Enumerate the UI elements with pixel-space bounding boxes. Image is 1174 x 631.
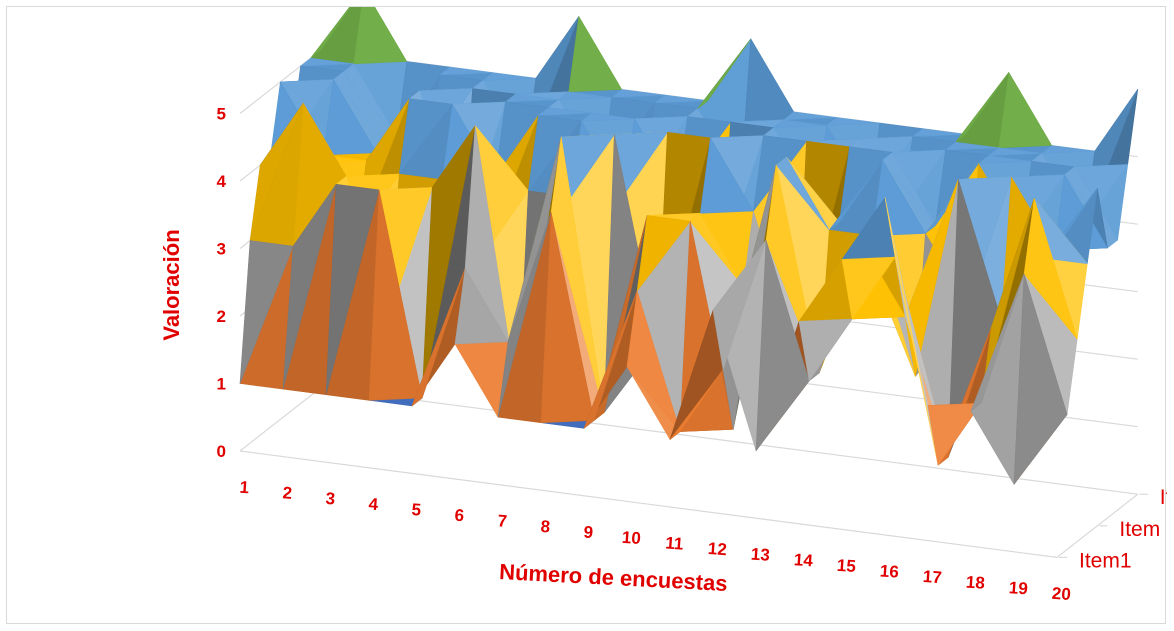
z-tick-label: 1 <box>217 375 226 394</box>
x-tick-label: 12 <box>707 539 727 559</box>
surface-facet <box>343 63 398 138</box>
surface-facet <box>699 137 754 214</box>
x-tick-label: 3 <box>325 489 336 509</box>
surface-facet <box>581 112 635 122</box>
surface-facet <box>882 152 936 226</box>
x-tick-label: 1 <box>239 478 250 498</box>
surface-facet <box>775 156 830 231</box>
surface-facet <box>912 128 967 137</box>
surface-facet <box>550 136 605 413</box>
surface-facet <box>300 57 355 67</box>
surface-facet <box>310 7 352 59</box>
z-tick-label: 4 <box>217 172 227 191</box>
y-axis-title: Valoración <box>159 229 184 340</box>
surface-facet <box>325 184 380 396</box>
surface-facet <box>540 212 595 424</box>
x-tick-label: 17 <box>922 567 942 587</box>
surface-facet <box>249 103 304 241</box>
surface-facet <box>583 290 638 429</box>
x-tick-label: 16 <box>879 561 899 581</box>
surface-facet <box>454 268 509 345</box>
z-tick-label: 0 <box>217 442 226 461</box>
surface-facet <box>323 79 377 156</box>
x-tick-label: 19 <box>1008 578 1028 598</box>
surface-facet <box>239 240 294 384</box>
surface-facet <box>884 197 939 466</box>
surface-facet <box>945 141 1000 151</box>
surface-facet <box>1013 273 1068 485</box>
surface-facet <box>411 268 466 407</box>
floor-edge <box>239 450 1139 559</box>
surface-plot <box>239 7 1139 485</box>
x-axis-title: Número de encuestas <box>499 559 729 596</box>
chart-frame: 0 1 2 3 4 5 1 2 3 4 5 6 7 8 9 10 11 12 13 14 15 16 17 18 19 20 Ite… <box>6 6 1167 624</box>
surface-facet <box>282 184 337 390</box>
surface-facet <box>505 93 559 103</box>
surface-facet <box>697 38 752 109</box>
surface-facet <box>497 212 552 418</box>
surface-facet <box>988 147 1042 156</box>
x-tick-label: 5 <box>411 500 422 520</box>
surface-facet <box>828 160 883 231</box>
depth-tick-label: Item 5 <box>1119 518 1167 541</box>
surface-facet <box>368 189 423 401</box>
surface-facet <box>927 402 982 466</box>
surface-facet <box>773 119 828 128</box>
surface-facet <box>636 215 691 292</box>
x-tick-label: 6 <box>454 506 465 526</box>
surface-facet <box>798 318 853 382</box>
surface-facet <box>626 290 681 432</box>
depth-tick-label: Item 9 <box>1160 486 1167 509</box>
surface-facet <box>482 72 537 81</box>
surface-facet <box>841 256 896 320</box>
x-tick-label: 20 <box>1051 584 1071 604</box>
surface-facet <box>558 91 613 100</box>
surface-facet <box>398 98 453 175</box>
x-tick-label: 15 <box>836 556 856 576</box>
x-tick-label: 2 <box>282 483 293 503</box>
surface-facet <box>1023 198 1078 340</box>
surface-facet <box>568 16 623 93</box>
x-tick-label: 4 <box>368 495 379 515</box>
z-tick-label: 2 <box>217 307 226 326</box>
z-tick-label: 5 <box>217 105 226 124</box>
surface-facet <box>978 155 1032 164</box>
x-tick-label: 7 <box>497 511 508 531</box>
surface-facet <box>998 72 1053 149</box>
surface-facet <box>755 240 810 452</box>
surface-facet <box>783 111 838 121</box>
x-tick-label: 11 <box>665 533 684 553</box>
x-tick-label: 13 <box>750 545 770 565</box>
surface-facet <box>654 94 709 104</box>
surface-facet <box>904 179 959 377</box>
surface-facet <box>439 66 494 76</box>
x-tick-label: 9 <box>583 523 594 543</box>
x-tick-label: 8 <box>540 517 551 537</box>
depth-tick-label: Item1 <box>1079 549 1132 572</box>
surface-facet <box>980 198 1035 404</box>
surface-facet <box>421 125 476 399</box>
x-tick-label: 10 <box>621 528 641 548</box>
surface-facet <box>1041 145 1096 154</box>
surface-facet <box>333 71 387 146</box>
surface-facet <box>560 134 615 197</box>
x-tick-label: 18 <box>965 573 985 593</box>
z-tick-label: 3 <box>217 240 226 259</box>
surface-facet <box>353 7 408 65</box>
surface-facet <box>955 72 1010 143</box>
x-tick-label: 14 <box>793 550 814 570</box>
axes <box>239 450 1148 559</box>
surface-facet <box>689 213 744 287</box>
surface-facet <box>826 117 881 126</box>
surface-facet <box>669 369 724 440</box>
surface-facet <box>527 115 582 192</box>
surface-facet <box>611 89 666 98</box>
surface-facet <box>538 107 592 116</box>
surface-facet <box>970 273 1025 412</box>
surface-facet <box>712 240 767 371</box>
